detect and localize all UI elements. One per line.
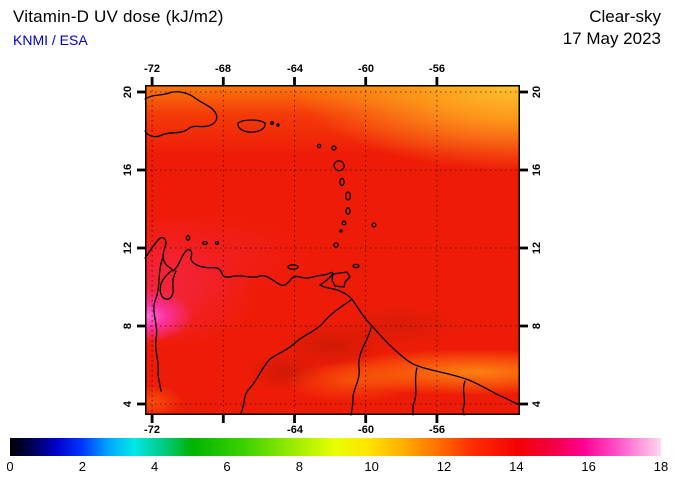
lat-tick-label: 20 [122, 85, 134, 99]
lat-tick-label: 20 [531, 85, 543, 99]
lat-tick-label: 8 [122, 322, 134, 330]
island-margarita [287, 264, 299, 270]
colorbar-tick-label: 0 [6, 459, 14, 474]
island-aruba [185, 234, 191, 242]
colorbar-tick-label: 14 [509, 459, 524, 474]
lon-tick-label: -72 [144, 424, 160, 436]
coastline-puerto-rico [237, 119, 266, 133]
colorbar-tick-label: 4 [151, 459, 159, 474]
island-barbados [371, 222, 377, 228]
date-label: 17 May 2023 [562, 29, 661, 48]
island-curacao [201, 240, 209, 246]
island-guadeloupe [333, 160, 345, 172]
island-virgin-2 [276, 123, 280, 127]
map-panel: -72 -68 -64 -60 -56 -72 -64 -60 -56 20 1… [122, 63, 543, 436]
colorbar-tick-label: 2 [78, 459, 86, 474]
colorbar-tick-label: 16 [581, 459, 596, 474]
island-virgin-1 [270, 121, 274, 125]
island-st-lucia [345, 207, 351, 215]
lon-tick-label: -72 [144, 63, 160, 75]
lon-tick-label: -68 [215, 63, 231, 75]
colorbar-tick-label: 8 [295, 459, 303, 474]
coastline-south-america [144, 236, 521, 406]
source-credit: KNMI / ESA [13, 32, 88, 48]
colorbar-labels: 0 2 4 6 8 10 12 14 16 18 [6, 459, 668, 475]
sky-condition-label: Clear-sky [589, 7, 661, 26]
river-orinoco [268, 299, 352, 361]
map-overlay-svg [137, 77, 528, 423]
map-frame [145, 85, 520, 415]
lat-tick-label: 12 [122, 241, 134, 255]
island-dominica [339, 177, 345, 187]
island-martinique [344, 191, 352, 201]
island-antigua [331, 145, 337, 151]
lat-tick-label: 8 [531, 322, 543, 330]
river-guyana [412, 367, 418, 416]
lat-tick-label: 12 [531, 241, 543, 255]
lon-tick-label: -64 [287, 424, 303, 436]
coastlines [144, 91, 521, 416]
river-essequibo [350, 327, 372, 416]
colorbar: 0 2 4 6 8 10 12 14 16 18 [6, 438, 668, 478]
island-tobago [352, 263, 360, 269]
lon-tick-label: -56 [429, 63, 445, 75]
lat-tick-label: 4 [122, 400, 134, 408]
lake-maracaibo [159, 270, 177, 300]
lon-tick-label: -56 [429, 424, 445, 436]
lon-tick-label: -64 [287, 63, 303, 75]
colorbar-tick-label: 10 [364, 459, 379, 474]
lat-tick-label: 16 [122, 163, 134, 177]
island-grenadines [339, 229, 343, 233]
island-trinidad [331, 271, 351, 288]
lat-tick-label: 4 [531, 400, 543, 408]
island-st-vincent [341, 220, 347, 226]
island-st-kitts [316, 143, 322, 149]
lon-tick-label: -60 [358, 424, 374, 436]
colorbar-gradient [10, 438, 661, 456]
axis-ticks [137, 77, 528, 423]
lat-tick-label: 16 [531, 163, 543, 177]
uv-heatmap [145, 85, 520, 415]
colorbar-tick-label: 6 [223, 459, 231, 474]
colorbar-tick-label: 18 [653, 459, 669, 474]
page-title: Vitamin-D UV dose (kJ/m2) [13, 7, 224, 26]
river-suriname [462, 380, 466, 416]
lon-tick-label: -60 [358, 63, 374, 75]
border-colombia-venezuela [153, 256, 164, 392]
coastline-hispaniola [144, 91, 218, 138]
grid-lines [145, 85, 520, 415]
border-south-venezuela [240, 359, 270, 414]
island-bonaire [214, 240, 220, 246]
colorbar-tick-label: 12 [436, 459, 452, 474]
island-grenada [333, 242, 339, 248]
